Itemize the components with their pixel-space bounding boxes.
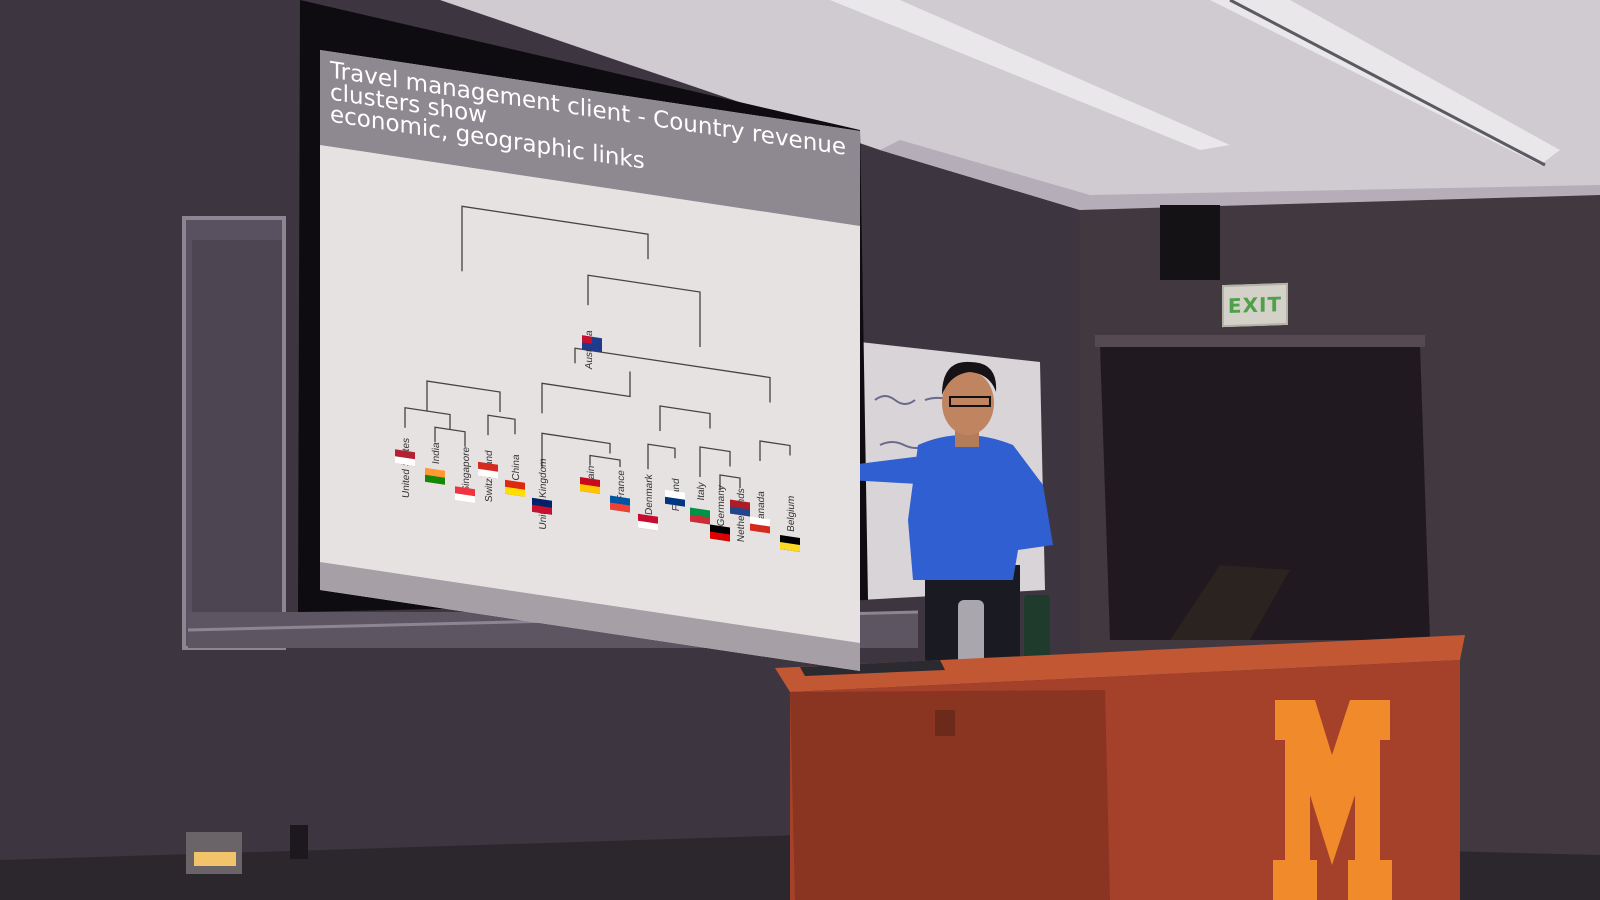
presenter-lower-arm: [991, 470, 1048, 545]
dendrogram-leaves: United StatesIndiaSingaporeSwitzerlandCh…: [395, 437, 800, 552]
presenter-head: [942, 371, 994, 435]
branch-europe: [574, 347, 771, 403]
doorway: [1100, 345, 1430, 640]
branch-germany-netherlands: [719, 474, 741, 491]
podium-top: [775, 635, 1465, 692]
branch-denmark-finland: [647, 443, 676, 470]
wall-outlet: [290, 825, 308, 859]
university-m-logo: [1273, 700, 1392, 900]
branch-root: [461, 205, 649, 272]
leaf-label-14: Belgium: [786, 495, 797, 533]
leaf-label-1: India: [431, 441, 442, 465]
branch-switzerland-china: [487, 414, 516, 436]
singapore-flag-band: [455, 493, 475, 504]
podium-outlet: [935, 710, 955, 736]
france-flag-band: [610, 502, 630, 513]
ceiling-light-edge: [1229, 0, 1546, 167]
dendrogram-branches: [404, 205, 791, 491]
leaf-label-8: Denmark: [644, 473, 655, 516]
branch-uk-group: [541, 371, 631, 414]
branch-italy-germany: [699, 446, 731, 478]
metal-water-bottle: [958, 600, 984, 670]
leaf-label-4: China: [511, 453, 522, 481]
floor-light-glow: [194, 852, 236, 866]
notebook: [800, 660, 945, 676]
canada-flag-band: [750, 523, 770, 534]
branch-australia-split: [587, 274, 701, 348]
germany-flag-band: [710, 531, 730, 542]
leaf-label-13: Canada: [756, 490, 767, 527]
switzerland-flag-band: [478, 468, 498, 479]
china-flag-band: [505, 486, 525, 497]
italy-flag-band: [690, 514, 710, 525]
presenter-glasses: [949, 396, 991, 407]
leaf-label-2: Singapore: [461, 446, 472, 494]
denmark-flag-band: [638, 520, 658, 531]
leaf-label-7: France: [616, 469, 627, 502]
podium-left-panel: [790, 690, 1110, 900]
projected-slide: Travel management client - Country reven…: [320, 50, 860, 671]
branch-india-singapore: [434, 426, 466, 447]
exit-sign: EXIT: [1222, 282, 1288, 328]
branch-uk-spain: [541, 432, 611, 469]
whiteboard-left: [192, 240, 282, 635]
branch-asia-group: [426, 380, 501, 413]
netherlands-flag-band: [730, 506, 750, 517]
doorway-frame: [1095, 335, 1425, 347]
dendrogram: United StatesIndiaSingaporeSwitzerlandCh…: [395, 205, 800, 552]
india-flag-band: [425, 474, 445, 485]
branch-spain-france: [589, 454, 621, 468]
ceiling: [440, 0, 1600, 210]
branch-nordic-group: [659, 405, 711, 432]
ceiling-shade: [880, 140, 1600, 210]
uk-flag-band: [532, 504, 552, 515]
spain-flag-band: [580, 484, 600, 494]
leaf-label-6: Spain: [586, 465, 597, 492]
m-logo-shape: [1273, 700, 1392, 900]
branch-us-india: [404, 407, 451, 430]
laptop: [1170, 565, 1290, 640]
leaf-label-0: United States: [401, 437, 412, 499]
finland-flag-band: [665, 496, 685, 507]
us-flag-band: [395, 456, 415, 467]
leaf-label-10: Italy: [696, 481, 707, 501]
green-tumbler: [1024, 595, 1050, 667]
australia-flag-union: [582, 335, 592, 344]
presenter-hair: [942, 361, 997, 395]
australia-leaf: Australia: [582, 329, 602, 370]
branch-canada-belgium: [759, 440, 791, 462]
presenter-shirt: [908, 435, 1053, 580]
leaf-label-5: United Kingdom: [538, 458, 549, 531]
speaker-box: [1160, 205, 1220, 280]
leaf-label-11: Germany: [716, 484, 727, 527]
ceiling-light-left: [830, 0, 1230, 150]
belgium-flag-band: [780, 542, 800, 552]
